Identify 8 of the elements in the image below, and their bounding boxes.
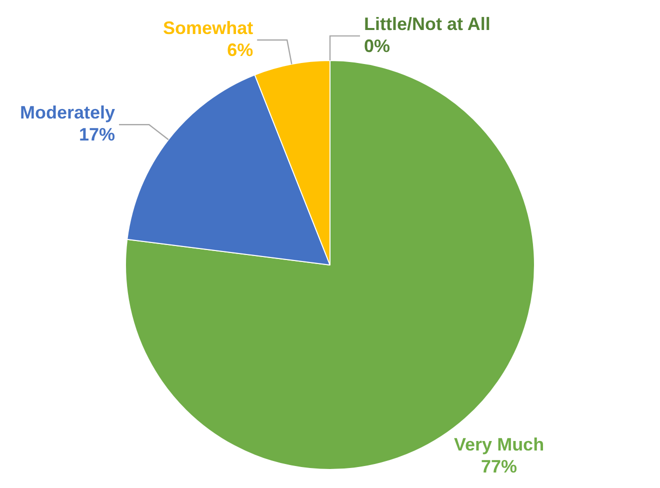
slice-label: Somewhat: [163, 18, 254, 38]
slice-label: Moderately: [20, 102, 116, 123]
category-label: Little/Not at All: [364, 14, 490, 34]
data-label: 6%: [227, 40, 254, 60]
slice-label: Very Much: [454, 434, 544, 455]
text: 0%: [364, 36, 390, 56]
data-label: 17%: [78, 124, 116, 145]
data-label: 77%: [481, 456, 518, 477]
